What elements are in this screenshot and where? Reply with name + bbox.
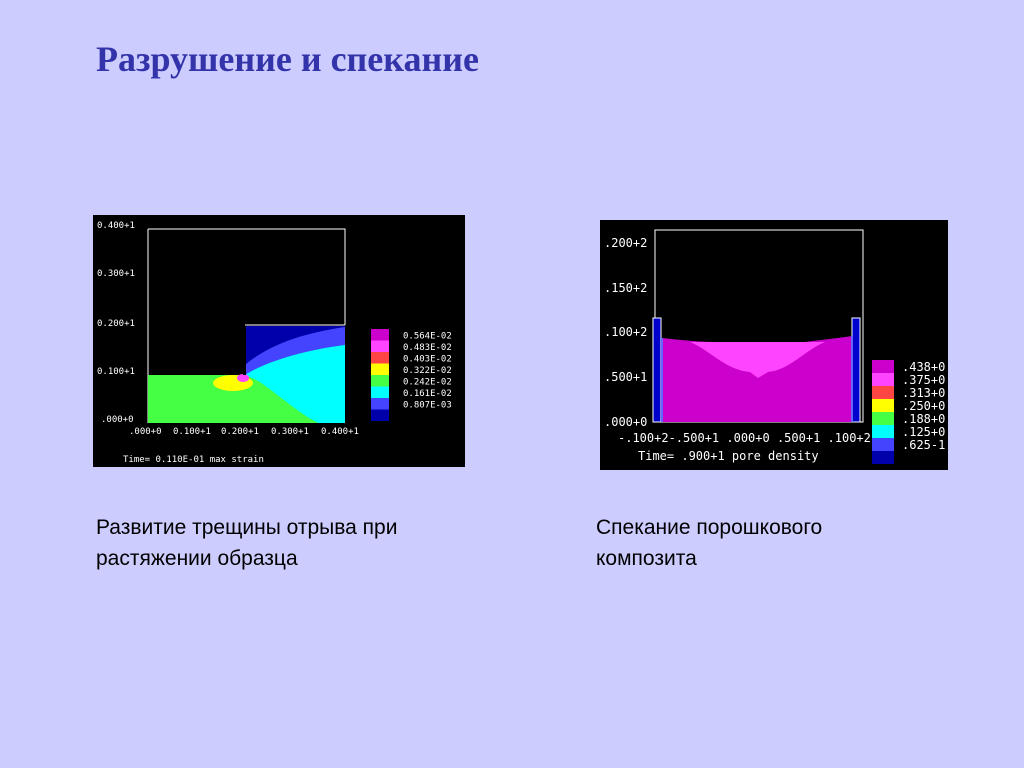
legend-swatch	[872, 373, 894, 386]
legend-swatch	[872, 451, 894, 464]
y-tick-label: 0.300+1	[97, 269, 135, 279]
crack-caption: Развитие трещины отрыва при растяжении о…	[96, 512, 397, 574]
legend-label: 0.403E-02	[403, 355, 452, 365]
crack-simulation-image: 0.400+1 0.300+1 0.200+1 0.100+1 .000+0 .…	[93, 215, 465, 467]
strain-peak	[237, 374, 249, 382]
sintering-caption: Спекание порошкового композита	[596, 512, 822, 574]
side-wall-left	[652, 317, 662, 423]
x-tick-label: 0.100+1	[173, 427, 211, 437]
legend-label: .125+0	[902, 425, 945, 439]
legend-swatch	[371, 352, 389, 364]
legend-swatch	[371, 409, 389, 421]
legend-label: 0.564E-02	[403, 332, 452, 342]
slide-title: Разрушение и спекание	[96, 39, 479, 79]
plot-footer: Time= 0.110E-01 max strain	[123, 455, 264, 465]
y-tick-label: 0.200+1	[97, 319, 135, 329]
legend-swatch	[872, 360, 894, 373]
y-tick-label: .150+2	[604, 281, 647, 295]
legend-swatch	[371, 340, 389, 352]
y-tick-label: 0.100+1	[97, 367, 135, 377]
x-tick-label: 0.200+1	[221, 427, 259, 437]
domain-outline	[148, 228, 346, 325]
legend-label: 0.242E-02	[403, 378, 452, 388]
legend-label: 0.161E-02	[403, 389, 452, 399]
legend-swatch	[371, 398, 389, 410]
legend-swatch	[872, 386, 894, 399]
x-tick-label: 0.400+1	[321, 427, 359, 437]
legend-label: .250+0	[902, 399, 945, 413]
legend-label: .375+0	[902, 373, 945, 387]
x-tick-label: .000+0	[129, 427, 162, 437]
density-contour	[690, 342, 825, 378]
x-tick-labels: -.100+2-.500+1 .000+0 .500+1 .100+2	[618, 431, 871, 445]
legend-swatch	[872, 425, 894, 438]
legend-swatch	[872, 412, 894, 425]
legend-swatch	[371, 386, 389, 398]
y-tick-label: .500+1	[604, 370, 647, 384]
legend-label: 0.483E-02	[403, 343, 452, 353]
legend-label: 0.322E-02	[403, 366, 452, 376]
legend-swatch	[872, 438, 894, 451]
strain-contour	[245, 345, 345, 415]
sintering-simulation-image: .200+2 .150+2 .100+2 .500+1 .000+0 -.100…	[600, 220, 948, 470]
legend-swatch	[371, 375, 389, 387]
y-tick-label: .000+0	[604, 415, 647, 429]
caption-line: Спекание порошкового	[596, 516, 823, 539]
caption-line: растяжении образца	[96, 547, 298, 570]
caption-line: композита	[596, 547, 697, 570]
crack-line	[243, 325, 246, 375]
legend-label: .313+0	[902, 386, 945, 400]
legend-label: .188+0	[902, 412, 945, 426]
side-wall-right	[851, 317, 861, 423]
legend-label: 0.807E-03	[403, 401, 452, 411]
crack-simulation-plot: 0.400+1 0.300+1 0.200+1 0.100+1 .000+0 .…	[97, 221, 452, 465]
y-tick-label: .000+0	[101, 415, 134, 425]
x-tick-label: 0.300+1	[271, 427, 309, 437]
strain-contour	[251, 377, 345, 423]
y-tick-label: 0.400+1	[97, 221, 135, 231]
legend-swatch	[371, 329, 389, 341]
legend-label: .438+0	[902, 360, 945, 374]
sintering-simulation-plot: .200+2 .150+2 .100+2 .500+1 .000+0 -.100…	[604, 229, 945, 464]
y-tick-label: .200+2	[604, 236, 647, 250]
legend-swatch	[872, 399, 894, 412]
legend-swatch	[371, 363, 389, 375]
legend-label: .625-1	[902, 438, 945, 452]
plot-footer: Time= .900+1 pore density	[638, 449, 819, 463]
y-tick-label: .100+2	[604, 325, 647, 339]
caption-line: Развитие трещины отрыва при	[96, 516, 398, 539]
composite-body	[662, 336, 852, 422]
